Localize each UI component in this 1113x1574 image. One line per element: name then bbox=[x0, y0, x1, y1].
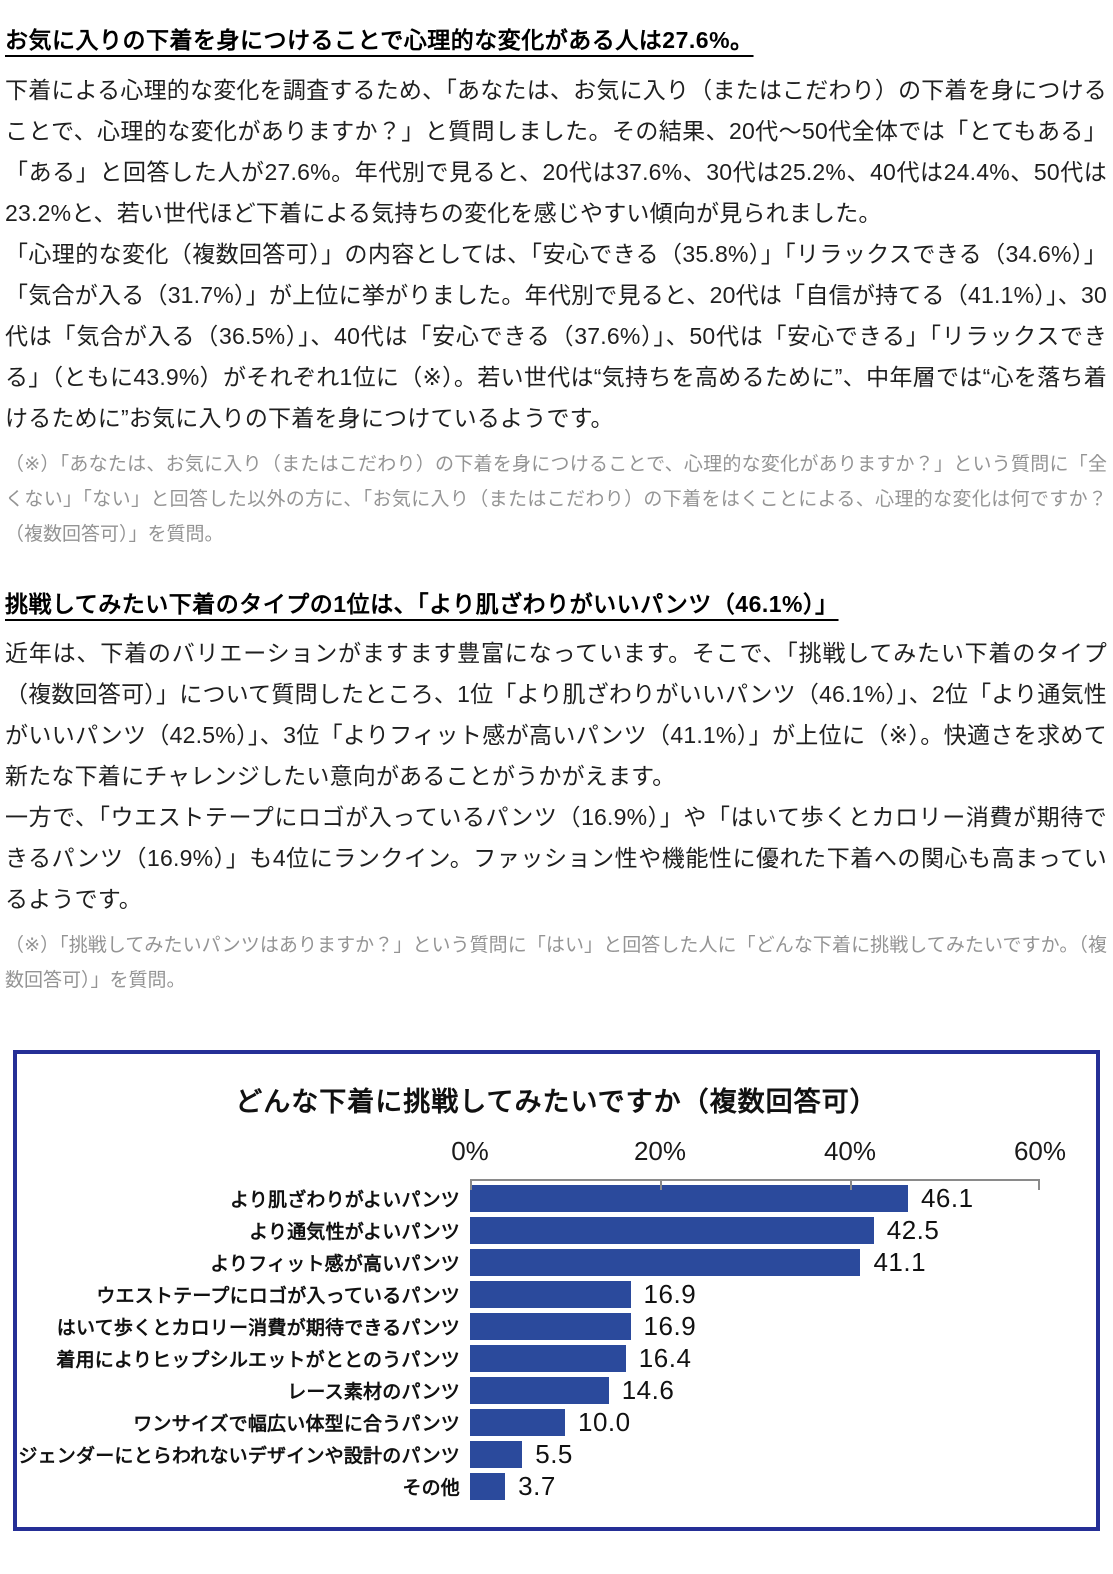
chart-bar bbox=[470, 1281, 631, 1309]
chart-category-label: ワンサイズで幅広い体型に合うパンツ bbox=[133, 1414, 460, 1436]
chart-bar bbox=[470, 1441, 523, 1469]
chart-category-label: 着用によりヒップシルエットがととのうパンツ bbox=[56, 1350, 460, 1372]
chart-bar bbox=[470, 1409, 565, 1437]
chart-bar bbox=[470, 1249, 861, 1277]
chart-bar bbox=[470, 1185, 908, 1213]
chart-bar-area: 16.9 bbox=[470, 1279, 1096, 1311]
chart-rows: より肌ざわりがよいパンツ 46.1 より通気性がよいパンツ 42.5 よりフィット感が高… bbox=[17, 1183, 1096, 1503]
chart-category-label: はいて歩くとカロリー消費が期待できるパンツ bbox=[56, 1318, 460, 1340]
chart-value-label: 14.6 bbox=[621, 1375, 675, 1406]
chart-bar bbox=[470, 1345, 626, 1373]
chart-category-label: ウエストテープにロゴが入っているパンツ bbox=[96, 1286, 460, 1308]
chart-value-label: 42.5 bbox=[886, 1215, 940, 1246]
chart-row: よりフィット感が高いパンツ 41.1 bbox=[17, 1247, 1096, 1279]
chart-category-label: その他 bbox=[402, 1478, 460, 1500]
section1-heading: お気に入りの下着を身につけることで心理的な変化がある人は27.6%。 bbox=[5, 27, 754, 53]
chart-category-label: より肌ざわりがよいパンツ bbox=[229, 1190, 460, 1212]
chart-plot-area: 0% 20% 40% 60% より肌ざわりがよいパンツ 46.1 より通気性がよいパンツ 4… bbox=[17, 1125, 1096, 1503]
chart-value-label: 3.7 bbox=[518, 1471, 556, 1502]
chart-row: ジェンダーにとらわれないデザインや設計のパンツ 5.5 bbox=[17, 1439, 1096, 1471]
survey-bar-chart: どんな下着に挑戦してみたいですか（複数回答可） 0% 20% 40% 60% より肌ざ… bbox=[13, 1049, 1100, 1531]
chart-value-label: 5.5 bbox=[535, 1439, 573, 1470]
chart-value-label: 41.1 bbox=[873, 1247, 927, 1278]
chart-row: 着用によりヒップシルエットがととのうパンツ 16.4 bbox=[17, 1343, 1096, 1375]
chart-bar bbox=[470, 1473, 506, 1501]
x-axis-tick-label: 0% bbox=[451, 1135, 489, 1166]
chart-bar-area: 16.9 bbox=[470, 1311, 1096, 1343]
chart-row: ウエストテープにロゴが入っているパンツ 16.9 bbox=[17, 1279, 1096, 1311]
section1-footnote: （※）「あなたは、お気に入り（またはこだわり）の下着を身につけることで、心理的な… bbox=[5, 453, 1107, 545]
section2-heading: 挑戦してみたい下着のタイプの1位は、「より肌ざわりがいいパンツ（46.1%）」 bbox=[5, 590, 839, 617]
chart-value-label: 46.1 bbox=[920, 1183, 974, 1214]
chart-bar-area: 10.0 bbox=[470, 1407, 1096, 1439]
section1-paragraph-2: 「心理的な変化（複数回答可）」の内容としては、「安心できる（35.8%）」「リラ… bbox=[5, 240, 1107, 431]
chart-category-label: よりフィット感が高いパンツ bbox=[210, 1254, 460, 1276]
x-axis-line bbox=[470, 1178, 1040, 1190]
chart-row: その他 3.7 bbox=[17, 1471, 1096, 1503]
chart-value-label: 16.9 bbox=[643, 1311, 697, 1342]
chart-value-label: 16.9 bbox=[643, 1279, 697, 1310]
section2-paragraph-1: 近年は、下着のバリエーションがますます豊富になっています。そこで、「挑戦してみた… bbox=[5, 639, 1107, 789]
x-axis-tick-label: 40% bbox=[823, 1135, 877, 1166]
chart-bar bbox=[470, 1377, 609, 1405]
chart-bar-area: 46.1 bbox=[470, 1183, 1096, 1215]
chart-category-label: レース素材のパンツ bbox=[287, 1382, 460, 1404]
section1-paragraph-1: 下着による心理的な変化を調査するため、「あなたは、お気に入り（またはこだわり）の… bbox=[5, 76, 1107, 226]
chart-bar-area: 3.7 bbox=[470, 1471, 1096, 1503]
chart-title: どんな下着に挑戦してみたいですか（複数回答可） bbox=[235, 1086, 878, 1117]
chart-category-label: ジェンダーにとらわれないデザインや設計のパンツ bbox=[18, 1446, 460, 1468]
chart-bar bbox=[470, 1313, 631, 1341]
chart-category-label: より通気性がよいパンツ bbox=[249, 1222, 460, 1244]
chart-row: レース素材のパンツ 14.6 bbox=[17, 1375, 1096, 1407]
chart-bar bbox=[470, 1217, 874, 1245]
chart-bar-area: 14.6 bbox=[470, 1375, 1096, 1407]
chart-value-label: 16.4 bbox=[638, 1343, 692, 1374]
chart-row: はいて歩くとカロリー消費が期待できるパンツ 16.9 bbox=[17, 1311, 1096, 1343]
chart-bar-area: 41.1 bbox=[470, 1247, 1096, 1279]
x-axis-tick-label: 60% bbox=[1013, 1135, 1067, 1166]
chart-row: ワンサイズで幅広い体型に合うパンツ 10.0 bbox=[17, 1407, 1096, 1439]
chart-x-axis: 0% 20% 40% 60% bbox=[17, 1125, 1096, 1190]
x-axis-tick-label: 20% bbox=[633, 1135, 687, 1166]
chart-bar-area: 16.4 bbox=[470, 1343, 1096, 1375]
chart-value-label: 10.0 bbox=[578, 1407, 631, 1438]
chart-bar-area: 42.5 bbox=[470, 1215, 1096, 1247]
chart-row: より通気性がよいパンツ 42.5 bbox=[17, 1215, 1096, 1247]
chart-row: より肌ざわりがよいパンツ 46.1 bbox=[17, 1183, 1096, 1215]
chart-bar-area: 5.5 bbox=[470, 1439, 1096, 1471]
section2-paragraph-2: 一方で、「ウエストテープにロゴが入っているパンツ（16.9%）」や「はいて歩くと… bbox=[5, 803, 1107, 912]
section2-footnote: （※）「挑戦してみたいパンツはありますか？」という質問に「はい」と回答した人に「… bbox=[5, 934, 1107, 991]
